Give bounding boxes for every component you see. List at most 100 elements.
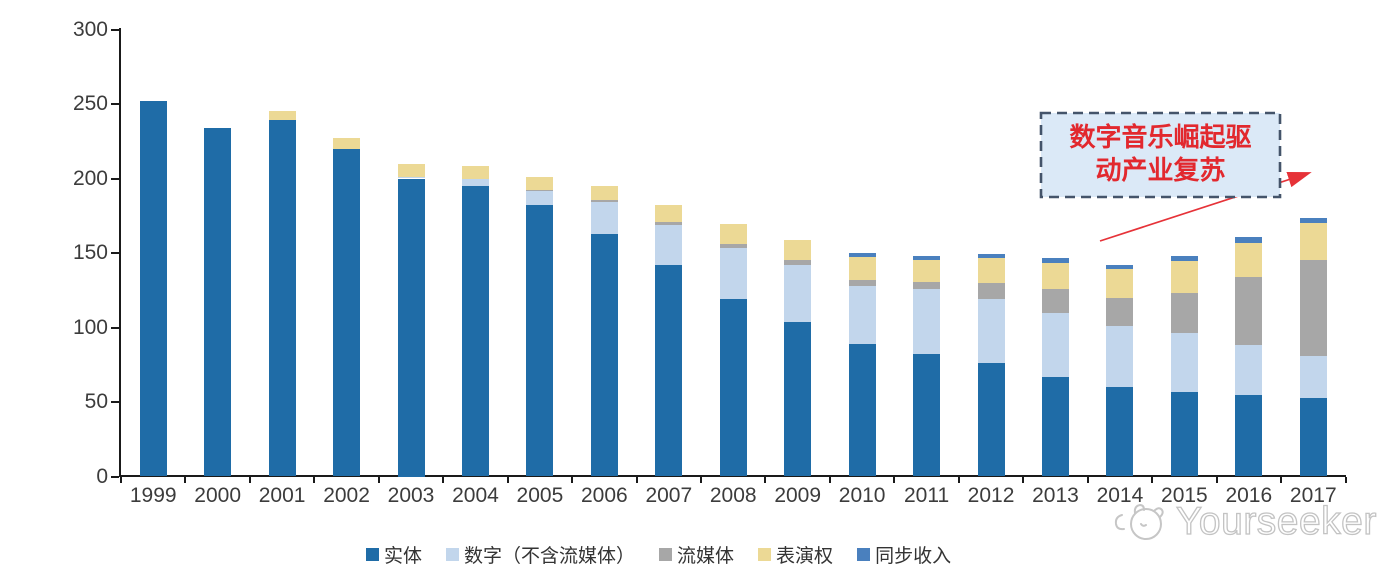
legend-label: 表演权 (776, 545, 834, 567)
bar-segment (1170, 333, 1198, 392)
x-axis-tick (377, 477, 380, 483)
bar-segment (1106, 269, 1134, 298)
bar-segment (913, 288, 941, 355)
bar-segment (1235, 344, 1263, 395)
bar-segment (1041, 288, 1069, 313)
bar-segment (397, 164, 425, 177)
x-axis-label: 2011 (903, 484, 950, 507)
bar-segment (719, 223, 747, 245)
bar-segment (590, 233, 618, 477)
bar-segment (655, 222, 683, 226)
annotation-text-line1: 数字音乐崛起驱 (1069, 123, 1252, 153)
bar-segment (913, 354, 941, 477)
x-axis-label: 2006 (580, 484, 628, 507)
bar-segment (784, 240, 812, 261)
x-axis-label: 2017 (1289, 484, 1337, 507)
bar-segment (1170, 391, 1198, 477)
bar-segment (204, 127, 232, 477)
x-axis-tick (1022, 477, 1025, 483)
bar-segment (268, 111, 296, 121)
bar-segment (590, 202, 618, 234)
bar-segment (461, 179, 489, 186)
x-axis-tick (248, 477, 251, 483)
bar-segment (397, 178, 425, 477)
bar-segment (333, 148, 361, 477)
x-axis-label: 2012 (967, 484, 1015, 507)
x-axis-tick (957, 477, 960, 483)
bar-segment (1041, 312, 1069, 377)
bar-segment (1235, 394, 1263, 477)
legend-label: 实体 (384, 545, 423, 567)
bar-segment (1170, 255, 1198, 262)
y-axis-tick (111, 28, 119, 31)
legend-label: 同步收入 (875, 545, 952, 567)
x-axis-tick (1280, 477, 1283, 483)
bar-segment (977, 253, 1005, 259)
bar-segment (1235, 276, 1263, 345)
x-axis-label: 2007 (645, 484, 693, 507)
bar-segment (1106, 326, 1134, 388)
bar-segment (848, 257, 876, 280)
x-axis-label: 2001 (258, 484, 306, 507)
watermark: Yourseeker (1108, 497, 1377, 547)
bar-segment (526, 205, 554, 477)
bar-segment (1299, 223, 1327, 260)
bar-segment (1106, 297, 1134, 326)
x-axis-label: 2016 (1225, 484, 1273, 507)
yourseeker-mascot-icon (1114, 503, 1164, 540)
y-axis-label: 200 (72, 166, 108, 190)
bar-segment (1106, 264, 1134, 270)
bar-segment (1299, 259, 1327, 356)
bar-segment (1299, 397, 1327, 477)
legend-label: 数字（不含流媒体） (464, 545, 636, 567)
bar-segment (719, 299, 747, 477)
y-axis-tick (111, 475, 119, 478)
bar-segment (977, 299, 1005, 364)
x-axis-tick (184, 477, 187, 483)
bar-segment (655, 225, 683, 265)
legend-swatch-icon (446, 548, 460, 561)
bar-segment (1041, 258, 1069, 263)
bar-segment (784, 264, 812, 322)
x-axis-label: 2000 (194, 484, 242, 507)
x-axis-tick (828, 477, 831, 483)
legend-item: 表演权 (758, 541, 833, 568)
bar-segment (397, 177, 425, 179)
y-axis-tick (111, 252, 119, 254)
bar-segment (1299, 355, 1327, 398)
legend-label: 流媒体 (677, 545, 735, 567)
legend-item: 实体 (366, 541, 422, 568)
bar-segment (655, 264, 683, 477)
bar-segment (268, 120, 296, 477)
bar-segment (913, 255, 941, 261)
legend-swatch-icon (758, 548, 772, 561)
x-axis-label: 2010 (838, 484, 886, 507)
x-axis-tick (1344, 477, 1347, 483)
bar-segment (526, 177, 554, 190)
bar-segment (590, 185, 618, 201)
bar-segment (977, 282, 1005, 300)
y-axis-label: 0 (96, 464, 108, 488)
bar-segment (719, 247, 747, 300)
bar-segment (719, 244, 747, 248)
bar-segment (461, 185, 489, 477)
bar-segment (1235, 242, 1263, 277)
x-axis-tick (635, 477, 638, 483)
legend-swatch-icon (857, 548, 871, 561)
bar-segment (1041, 376, 1069, 477)
x-axis-tick (571, 477, 574, 483)
annotation-text: 数字音乐崛起驱 动产业复苏 (1041, 113, 1280, 197)
x-axis-tick (120, 477, 122, 483)
x-axis-tick (893, 477, 896, 483)
watermark-text: Yourseeker (1175, 499, 1377, 543)
bar-segment (913, 260, 941, 283)
legend-swatch-icon (366, 548, 379, 561)
x-axis-label: 2014 (1096, 484, 1144, 507)
bar-segment (784, 321, 812, 477)
bar-segment (913, 282, 941, 289)
y-axis (119, 28, 121, 477)
bar-segment (655, 205, 683, 223)
y-axis-label: 250 (72, 92, 108, 115)
bar-segment (526, 189, 554, 192)
